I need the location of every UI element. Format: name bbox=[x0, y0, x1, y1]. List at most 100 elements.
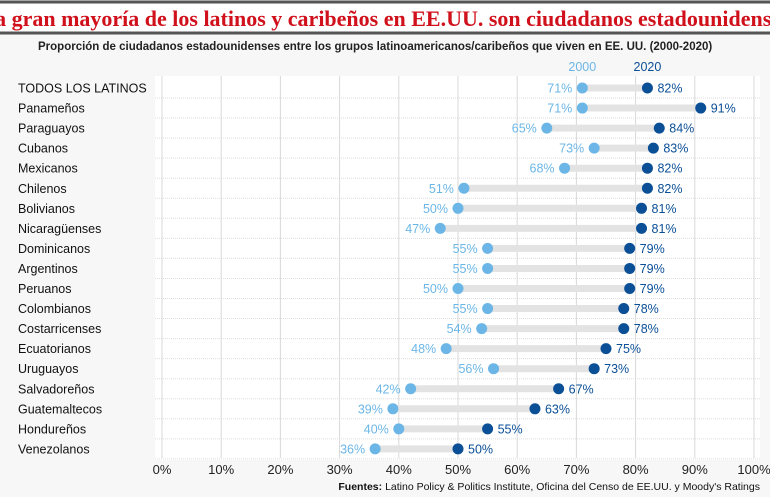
category-label: Hondureños bbox=[18, 422, 86, 436]
value-label-2000: 56% bbox=[458, 362, 483, 376]
value-label-2000: 55% bbox=[453, 262, 478, 276]
value-label-2000: 47% bbox=[405, 222, 430, 236]
category-row: Salvadoreños 42% 67% bbox=[18, 382, 594, 396]
value-label-2000: 55% bbox=[453, 302, 478, 316]
value-label-2020: 82% bbox=[657, 162, 682, 176]
dot-2000 bbox=[440, 343, 452, 355]
dot-2020 bbox=[624, 283, 636, 294]
value-label-2000: 36% bbox=[340, 442, 365, 456]
value-label-2000: 55% bbox=[453, 242, 478, 256]
category-label: Venezolanos bbox=[18, 442, 90, 456]
dot-2020 bbox=[641, 82, 653, 94]
chart-subtitle: Proporción de ciudadanos estadounidenses… bbox=[38, 41, 712, 53]
value-label-2020: 82% bbox=[657, 182, 682, 196]
dot-2020 bbox=[618, 323, 630, 335]
category-label: Panameños bbox=[18, 102, 85, 116]
dot-2020 bbox=[636, 222, 648, 234]
category-label: Peruanos bbox=[18, 282, 72, 296]
dot-2000 bbox=[576, 82, 588, 94]
dot-2020 bbox=[600, 343, 612, 355]
category-label: Argentinos bbox=[18, 262, 78, 276]
dot-2020 bbox=[452, 443, 464, 455]
category-row: Argentinos 55% 79% bbox=[18, 262, 665, 276]
dot-2000 bbox=[458, 182, 470, 194]
chart-title: La gran mayoría de los latinos y caribeñ… bbox=[0, 6, 770, 31]
x-tick-label: 90% bbox=[682, 462, 708, 477]
category-row: Ecuatorianos 48% 75% bbox=[18, 342, 641, 356]
value-label-2000: 48% bbox=[411, 342, 436, 356]
category-row: Costarricenses 54% 78% bbox=[18, 322, 659, 336]
value-label-2020: 63% bbox=[545, 402, 570, 416]
value-label-2020: 50% bbox=[468, 442, 493, 456]
dot-2020 bbox=[695, 102, 707, 114]
legend-2020: 2020 bbox=[634, 60, 662, 74]
dot-2000 bbox=[576, 102, 588, 114]
category-label: Nicaragüenses bbox=[18, 222, 101, 236]
category-row: Mexicanos 68% 82% bbox=[18, 162, 682, 176]
value-label-2000: 68% bbox=[530, 162, 555, 176]
value-label-2020: 81% bbox=[652, 222, 677, 236]
dot-2020 bbox=[618, 303, 630, 315]
dot-2020 bbox=[588, 363, 600, 375]
value-label-2020: 79% bbox=[640, 282, 665, 296]
x-tick-label: 30% bbox=[327, 462, 353, 477]
dot-2000 bbox=[387, 403, 399, 415]
value-label-2000: 71% bbox=[547, 82, 572, 96]
source-note: Fuentes: Latino Policy & Politics Instit… bbox=[338, 481, 760, 493]
dot-2020 bbox=[529, 403, 541, 415]
x-tick-label: 70% bbox=[563, 462, 589, 477]
value-label-2020: 81% bbox=[652, 202, 677, 216]
category-row: Colombianos 55% 78% bbox=[18, 302, 659, 316]
dot-2000 bbox=[482, 262, 494, 274]
x-tick-label: 100% bbox=[737, 462, 770, 477]
dot-2000 bbox=[482, 303, 494, 315]
dot-2000 bbox=[559, 162, 571, 174]
value-label-2020: 83% bbox=[663, 142, 688, 156]
x-tick-label: 50% bbox=[445, 462, 471, 477]
dot-2000 bbox=[476, 323, 488, 335]
x-tick-label: 40% bbox=[386, 462, 412, 477]
category-label: Colombianos bbox=[18, 302, 91, 316]
category-label: Dominicanos bbox=[18, 242, 90, 256]
x-tick-label: 80% bbox=[623, 462, 649, 477]
dot-2000 bbox=[434, 222, 446, 234]
category-label: Costarricenses bbox=[18, 322, 101, 336]
dot-2020 bbox=[624, 242, 636, 254]
legend-2000: 2000 bbox=[568, 60, 596, 74]
value-label-2000: 39% bbox=[358, 402, 383, 416]
value-label-2020: 73% bbox=[604, 362, 629, 376]
dot-2000 bbox=[452, 202, 464, 214]
x-tick-label: 20% bbox=[267, 462, 293, 477]
category-row: Peruanos 50% 79% bbox=[18, 282, 665, 296]
value-label-2000: 65% bbox=[512, 122, 537, 136]
category-label: Paraguayos bbox=[18, 122, 85, 136]
value-label-2020: 82% bbox=[657, 82, 682, 96]
category-label: Mexicanos bbox=[18, 162, 78, 176]
dot-2000 bbox=[369, 443, 381, 455]
category-row: Chilenos 51% 82% bbox=[18, 182, 682, 196]
value-label-2020: 91% bbox=[711, 102, 736, 116]
dot-2020 bbox=[641, 182, 653, 194]
dot-2000 bbox=[405, 383, 417, 395]
value-label-2000: 51% bbox=[429, 182, 454, 196]
dot-2000 bbox=[488, 363, 500, 375]
value-label-2020: 84% bbox=[669, 122, 694, 136]
category-row: Guatemaltecos 39% 63% bbox=[18, 402, 570, 416]
category-row: Venezolanos 36% 50% bbox=[18, 442, 493, 456]
value-label-2000: 42% bbox=[376, 382, 401, 396]
category-row: Bolivianos 50% 81% bbox=[18, 202, 677, 216]
category-row: Paraguayos 65% 84% bbox=[18, 122, 694, 136]
dot-2000 bbox=[482, 242, 494, 254]
dot-2020 bbox=[624, 262, 636, 274]
x-tick-label: 10% bbox=[208, 462, 234, 477]
category-label: Cubanos bbox=[18, 142, 68, 156]
value-label-2020: 78% bbox=[634, 302, 659, 316]
category-row: Cubanos 73% 83% bbox=[18, 142, 688, 156]
category-label: Bolivianos bbox=[18, 202, 75, 216]
value-label-2020: 79% bbox=[640, 242, 665, 256]
dot-2020 bbox=[647, 142, 659, 154]
value-label-2000: 54% bbox=[447, 322, 472, 336]
category-label: Uruguayos bbox=[18, 362, 78, 376]
category-row: Nicaragüenses 47% 81% bbox=[18, 222, 677, 236]
